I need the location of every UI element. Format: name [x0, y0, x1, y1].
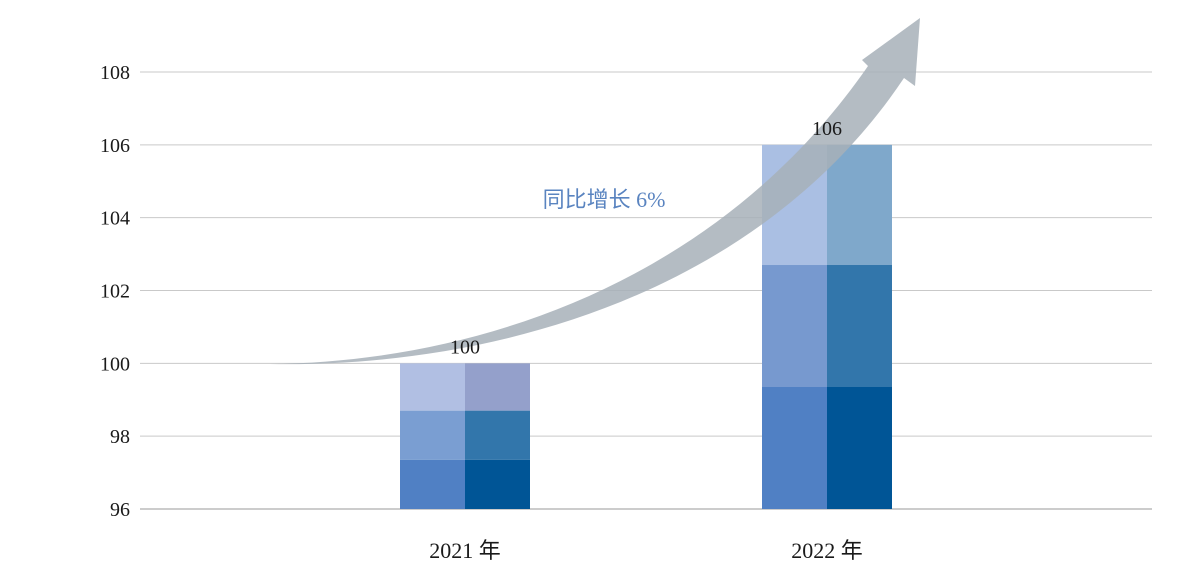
y-tick-label: 104: [100, 208, 130, 230]
x-category-label: 2021 年: [429, 538, 501, 563]
y-axis-ticks: 96 98 100 102 104 106 108: [100, 62, 130, 521]
y-tick-label: 106: [100, 135, 130, 157]
bar-segment: [762, 265, 827, 388]
bar-value-label: 100: [450, 336, 480, 358]
bar-segment: [400, 459, 465, 509]
bar-segment: [465, 459, 530, 509]
y-tick-label: 108: [100, 62, 130, 84]
bar-segment: [827, 387, 892, 509]
bar-segment: [400, 410, 465, 460]
bar-segment: [465, 410, 530, 460]
growth-arrow-icon: [270, 18, 920, 365]
bar-segment: [400, 363, 465, 411]
y-tick-label: 102: [100, 281, 130, 303]
y-tick-label: 100: [100, 353, 130, 375]
y-tick-label: 96: [110, 499, 130, 521]
bar-segment: [465, 363, 530, 411]
bar-segment: [762, 387, 827, 509]
bar-segment: [827, 265, 892, 388]
y-tick-label: 98: [110, 426, 130, 448]
bars: [400, 144, 892, 509]
x-category-label: 2022 年: [791, 538, 863, 563]
bar-value-label: 106: [812, 118, 842, 140]
x-axis-labels: 2021 年 2022 年: [429, 538, 863, 563]
bar-segment: [827, 144, 892, 266]
data-labels: 100 106: [450, 118, 842, 359]
growth-annotation: 同比增长 6%: [543, 187, 666, 212]
